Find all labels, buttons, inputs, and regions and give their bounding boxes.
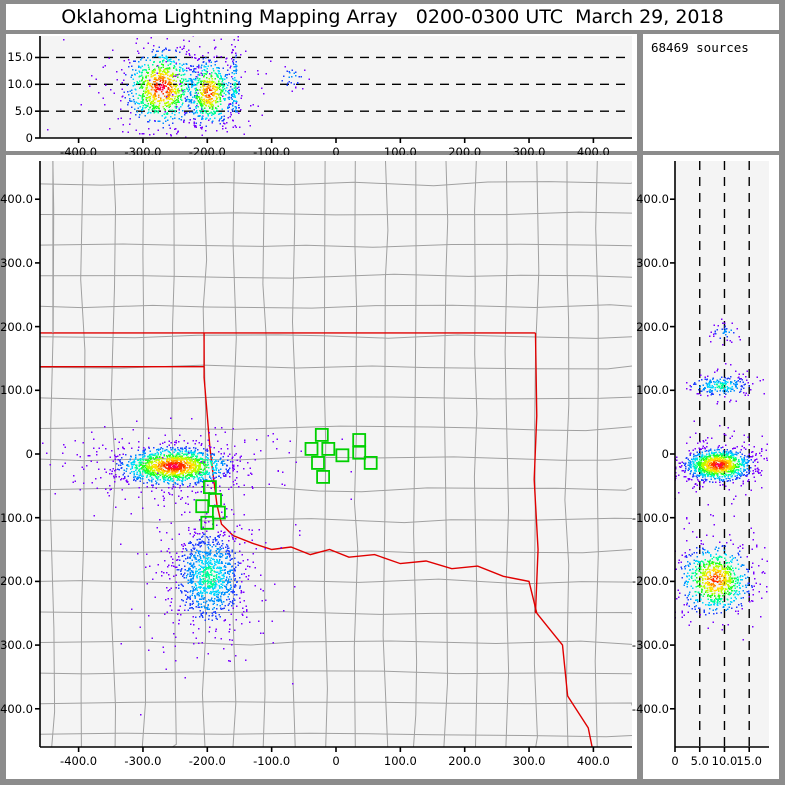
y-tick-label: 15.0 (7, 50, 33, 65)
altitude-longitude-axes (35, 36, 632, 143)
y-tick-label: 300.0 (636, 255, 669, 270)
y-tick-label: 200.0 (636, 319, 669, 334)
map-geography-and-sources (40, 161, 632, 747)
y-tick-label: 200.0 (0, 319, 33, 334)
y-tick-label: 0 (25, 131, 33, 145)
y-tick-label: -100.0 (0, 510, 33, 525)
x-tick-label: 0 (671, 754, 679, 768)
y-tick-label: -300.0 (631, 638, 669, 653)
x-tick-label: 200.0 (448, 754, 482, 768)
plan-view-map-panel: -400.0 -300.0 -200.0 -100.0 0 100.0 200.0 300.0… (0, 155, 637, 779)
x-tick-label: 15.0 (736, 754, 763, 768)
x-tick-label: 0 (332, 754, 340, 768)
y-tick-label: 300.0 (0, 255, 33, 270)
source-count-label: 68469 sources (651, 40, 749, 55)
x-tick-label: 0 (332, 145, 340, 159)
x-tick-label: -400.0 (60, 754, 98, 768)
altitude-latitude-source-scatter (675, 161, 768, 747)
y-tick-label: 5.0 (14, 104, 33, 119)
x-tick-label: -200.0 (188, 754, 226, 768)
y-tick-label: -400.0 (0, 701, 33, 716)
y-tick-label: 100.0 (636, 383, 669, 398)
map-axes (35, 161, 632, 752)
altitude-longitude-source-scatter (40, 36, 632, 138)
y-tick-label: 400.0 (0, 192, 33, 207)
x-tick-label: 400.0 (576, 754, 610, 768)
altitude-latitude-axes (670, 161, 769, 752)
y-tick-label: -100.0 (631, 510, 669, 525)
y-tick-label: 0 (25, 447, 33, 461)
altitude-longitude-plot-area (40, 36, 632, 138)
x-tick-label: 300.0 (512, 754, 546, 768)
x-tick-label: -100.0 (253, 754, 291, 768)
page-title: Oklahoma Lightning Mapping Array 0200-03… (61, 6, 724, 28)
y-tick-label: 0 (661, 447, 669, 461)
x-tick-label: -300.0 (124, 754, 162, 768)
y-tick-label: -300.0 (0, 638, 33, 653)
title-bar: Oklahoma Lightning Mapping Array 0200-03… (6, 4, 779, 30)
y-tick-label: 400.0 (636, 192, 669, 207)
altitude-vs-latitude-panel: -400.0 -300.0 -200.0 -100.0 0 100.0 200.0 300.0… (632, 155, 779, 779)
y-tick-label: -200.0 (0, 574, 33, 589)
y-tick-label: -400.0 (631, 701, 669, 716)
y-tick-label: 100.0 (0, 383, 33, 398)
y-tick-label: 10.0 (7, 77, 33, 92)
x-tick-label: 100.0 (383, 754, 417, 768)
y-tick-label: -200.0 (631, 574, 669, 589)
source-count-panel: 68469 sources (643, 34, 779, 151)
x-tick-label: 5.0 (690, 754, 709, 768)
map-plot-area (40, 161, 632, 747)
altitude-vs-longitude-panel: 0 5.0 10.0 15.0 -400.0 -300.0 -200.0 -100.0 0 100… (6, 34, 637, 159)
x-tick-label: 10.0 (711, 754, 738, 768)
altitude-latitude-plot-area (675, 161, 769, 747)
